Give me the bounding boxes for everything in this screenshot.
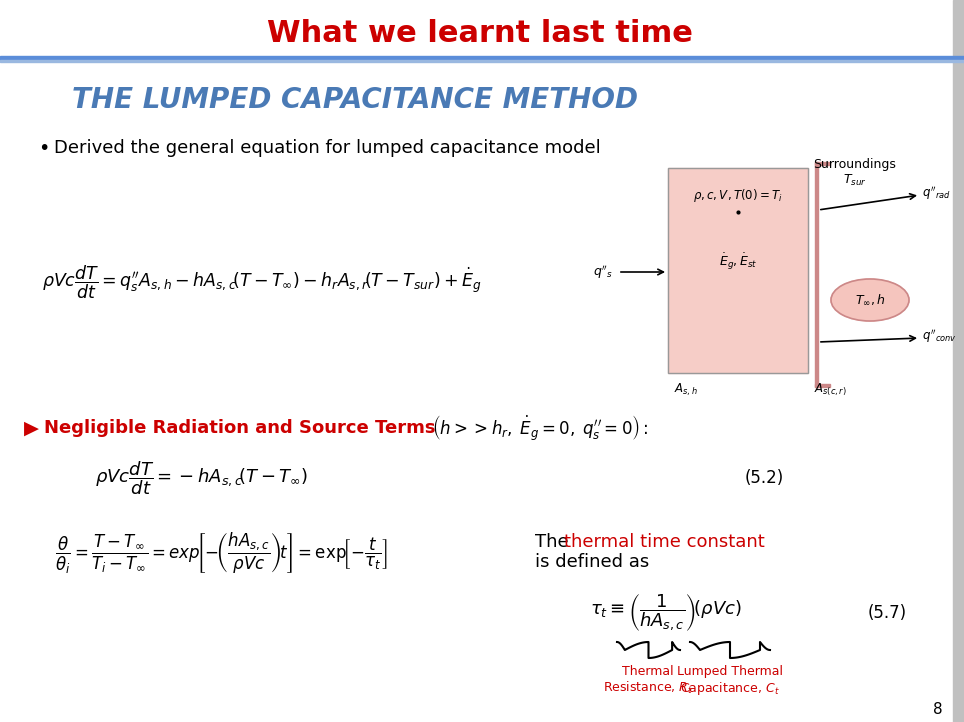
Text: Derived the general equation for lumped capacitance model: Derived the general equation for lumped … [54, 139, 601, 157]
Text: Thermal
Resistance, $R_t$: Thermal Resistance, $R_t$ [602, 665, 693, 697]
Text: The: The [535, 533, 575, 551]
Text: •: • [38, 139, 49, 157]
Text: $\rho Vc\dfrac{dT}{dt} = q_s^{\prime\prime}A_{s,h} - hA_{s,c}\!\left(T - T_{\inf: $\rho Vc\dfrac{dT}{dt} = q_s^{\prime\pri… [42, 264, 482, 300]
Text: 8: 8 [933, 703, 943, 718]
Text: is defined as: is defined as [535, 553, 649, 571]
Bar [953, 0, 964, 722]
Bar [0, 0, 964, 58]
Text: What we learnt last time: What we learnt last time [267, 19, 693, 48]
Bar [668, 168, 808, 373]
Text: thermal time constant: thermal time constant [564, 533, 764, 551]
Text: THE LUMPED CAPACITANCE METHOD: THE LUMPED CAPACITANCE METHOD [72, 86, 638, 114]
Text: $\left(h >> h_r,\; \dot{E}_g = 0,\; q_s^{\prime\prime}=0\right):$: $\left(h >> h_r,\; \dot{E}_g = 0,\; q_s^… [432, 413, 649, 443]
Text: Surroundings: Surroundings [814, 158, 897, 171]
Text: $\tau_t \equiv \left(\dfrac{1}{hA_{s,c}}\right)\!\left(\rho Vc\right)$: $\tau_t \equiv \left(\dfrac{1}{hA_{s,c}}… [590, 593, 741, 633]
Text: $q''_s$: $q''_s$ [593, 264, 613, 281]
Bar [0, 60, 964, 62]
Text: $q''_{conv}$: $q''_{conv}$ [922, 327, 957, 344]
Text: $T_{\infty}, h$: $T_{\infty}, h$ [855, 293, 885, 307]
Bar [815, 162, 818, 387]
Bar [0, 56, 964, 61]
Text: $\blacktriangleright$: $\blacktriangleright$ [20, 419, 40, 438]
Bar [815, 384, 830, 387]
Text: $\dfrac{\theta}{\theta_i} = \dfrac{T - T_{\infty}}{T_i - T_{\infty}} = exp\!\lef: $\dfrac{\theta}{\theta_i} = \dfrac{T - T… [55, 531, 388, 575]
Text: $\rho, c, V, T(0)=T_i$: $\rho, c, V, T(0)=T_i$ [693, 186, 783, 204]
Text: (5.7): (5.7) [868, 604, 907, 622]
Text: Negligible Radiation and Source Terms: Negligible Radiation and Source Terms [44, 419, 436, 437]
Bar [815, 162, 830, 165]
Text: $q''_{rad}$: $q''_{rad}$ [922, 184, 951, 201]
Text: Lumped Thermal
Capacitance, $C_t$: Lumped Thermal Capacitance, $C_t$ [677, 665, 783, 697]
Bar [668, 168, 808, 373]
Text: $\rho Vc\dfrac{dT}{dt} = -hA_{s,c}\!\left(T - T_{\infty}\right)$: $\rho Vc\dfrac{dT}{dt} = -hA_{s,c}\!\lef… [95, 459, 308, 497]
Text: $A_{s(c,r)}$: $A_{s(c,r)}$ [814, 382, 846, 399]
Text: $\dot{E}_g, \dot{E}_{st}$: $\dot{E}_g, \dot{E}_{st}$ [719, 252, 758, 272]
Text: $T_{sur}$: $T_{sur}$ [844, 173, 867, 188]
Ellipse shape [831, 279, 909, 321]
Text: $A_{s,h}$: $A_{s,h}$ [674, 382, 698, 399]
Text: (5.2): (5.2) [745, 469, 785, 487]
